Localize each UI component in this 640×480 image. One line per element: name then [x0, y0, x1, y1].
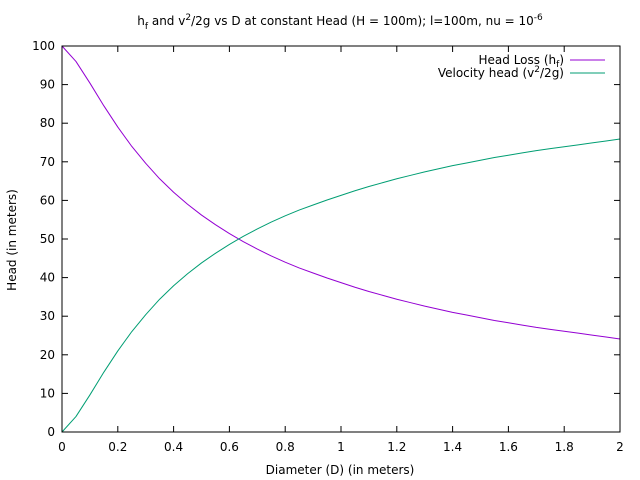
x-tick-label: 1.4	[443, 440, 462, 454]
legend-label-subscript: f	[556, 60, 560, 70]
x-tick-labels: 0 0.2 0.4 0.6 0.8 1 1.2 1.4 1.6 1.8 2	[58, 440, 624, 454]
legend: Head Loss (hf) Velocity head (v2/2g)	[438, 53, 605, 80]
chart-title-superscript: -6	[534, 13, 543, 23]
chart-title-part: and v	[148, 14, 185, 28]
x-tick-label: 1.8	[555, 440, 574, 454]
chart-title-part: h	[137, 14, 145, 28]
y-tick-label: 0	[47, 425, 55, 439]
legend-label-part: )	[559, 53, 564, 67]
legend-label-superscript: 2	[534, 65, 540, 75]
plot-frame	[61, 45, 621, 433]
chart-title-part: /2g vs D at constant Head (H = 100m); l=…	[191, 14, 534, 28]
series-lines	[61, 45, 621, 433]
chart-title-subscript: f	[145, 22, 149, 32]
legend-label-part: /2g)	[540, 66, 564, 80]
legend-label-velocity-head: Velocity head (v2/2g)	[438, 65, 564, 80]
x-tick-label: 0.8	[276, 440, 295, 454]
series-line-1	[61, 138, 621, 433]
y-tick-label: 50	[40, 232, 55, 246]
y-tick-labels: 0 10 20 30 40 50 60 70 80 90 100	[32, 39, 55, 439]
x-tick-label: 0.6	[220, 440, 239, 454]
series-line-0	[61, 45, 621, 340]
x-tick-label: 0.4	[164, 440, 183, 454]
y-tick-label: 70	[40, 155, 55, 169]
chart-title-superscript: 2	[185, 13, 191, 23]
x-tick-label: 0.2	[108, 440, 127, 454]
chart-title: hf and v2/2g vs D at constant Head (H = …	[137, 13, 543, 32]
x-tick-label: 1.2	[387, 440, 406, 454]
y-tick-label: 20	[40, 348, 55, 362]
x-tick-label: 1	[337, 440, 345, 454]
y-tick-label: 90	[40, 78, 55, 92]
x-tick-label: 1.6	[499, 440, 518, 454]
y-tick-label: 40	[40, 271, 55, 285]
legend-label-head-loss: Head Loss (hf)	[479, 53, 564, 70]
legend-label-part: Head Loss (h	[479, 53, 557, 67]
x-axis-label: Diameter (D) (in meters)	[266, 463, 415, 477]
y-tick-label: 10	[40, 386, 55, 400]
y-tick-label: 80	[40, 116, 55, 130]
y-tick-label: 30	[40, 309, 55, 323]
axis-ticks	[61, 45, 621, 433]
y-tick-label: 100	[32, 39, 55, 53]
y-axis-label: Head (in meters)	[5, 189, 19, 291]
legend-label-part: Velocity head (v	[438, 66, 534, 80]
x-tick-label: 0	[58, 440, 66, 454]
y-tick-label: 60	[40, 193, 55, 207]
x-tick-label: 2	[616, 440, 624, 454]
